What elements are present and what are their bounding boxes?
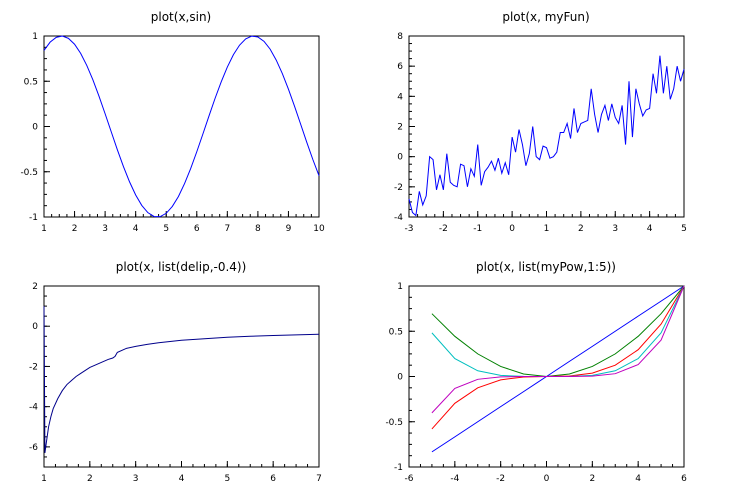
subplot-delip-series-line-1 <box>43 306 320 453</box>
subplot-myfun-x-tick-label: -1 <box>473 224 482 234</box>
subplot-myfun-series-line-1 <box>408 55 685 217</box>
subplot-sin-y-tick-label: 0.5 <box>24 77 38 87</box>
subplot-delip-x-tick-label: 1 <box>41 474 47 484</box>
subplot-myfun-x-tick-label: 4 <box>647 224 653 234</box>
subplot-sin-title: plot(x,sin) <box>151 10 211 24</box>
subplot-myfun-y-tick-label: 6 <box>397 62 403 72</box>
subplot-sin-y-tick-label: -0.5 <box>20 168 38 178</box>
subplot-sin-x-tick-label: 6 <box>194 224 200 234</box>
subplot-mypow-y-tick-label: -0.5 <box>385 418 403 428</box>
subplot-delip-x-tick-label: 4 <box>179 474 185 484</box>
subplot-myfun-y-tick-label: -2 <box>394 183 403 193</box>
subplot-myfun-x-tick-label: 3 <box>612 224 618 234</box>
subplot-myfun-plot-frame <box>408 35 685 218</box>
subplot-delip-x-tick-label: 6 <box>270 474 276 484</box>
subplot-myfun-x-tick-label: 5 <box>681 224 687 234</box>
subplot-mypow-y-tick-label: 1 <box>397 282 403 292</box>
subplot-myfun-x-tick-label: -3 <box>405 224 414 234</box>
subplot-sin-x-tick-label: 7 <box>224 224 230 234</box>
subplot-mypow-series-line-5 <box>431 285 685 414</box>
subplot-sin-series-line-1 <box>43 35 320 218</box>
subplot-mypow-x-tick-label: -2 <box>496 474 505 484</box>
subplot-mypow-x-tick-label: 0 <box>544 474 550 484</box>
subplot-delip-y-tick-label: 0 <box>32 322 38 332</box>
subplot-mypow-y-tick-label: 0 <box>397 373 403 383</box>
subplot-delip-plot-frame <box>43 285 320 468</box>
subplot-mypow-series-line-4 <box>431 285 685 378</box>
subplot-sin-x-tick-label: 8 <box>255 224 261 234</box>
subplot-mypow-series-line-1 <box>431 285 685 453</box>
subplot-mypow-y-tick-label: -1 <box>394 463 403 473</box>
subplot-mypow-series-line-3 <box>431 285 685 430</box>
subplot-myfun-y-tick-label: 4 <box>397 92 403 102</box>
subplot-mypow-y-tick-label: 0.5 <box>389 327 403 337</box>
subplot-delip-x-tick-label: 3 <box>133 474 139 484</box>
subplot-delip-y-tick-label: -4 <box>29 403 38 413</box>
subplot-sin-x-tick-label: 5 <box>163 224 169 234</box>
subplot-mypow-title: plot(x, list(myPow,1:5)) <box>476 260 616 274</box>
subplot-mypow-x-tick-label: 6 <box>681 474 687 484</box>
subplot-delip-x-tick-label: 5 <box>224 474 230 484</box>
subplot-sin-x-tick-label: 10 <box>313 224 325 234</box>
subplot-sin: plot(x,sin) 1 2 3 4 5 6 7 8 9 10 -1 -0.5 0 0.5 1 <box>20 10 325 234</box>
subplot-myfun-x-tick-label: 0 <box>509 224 515 234</box>
subplot-sin-y-tick-label: -1 <box>29 213 38 223</box>
subplot-mypow-x-tick-label: -4 <box>450 474 459 484</box>
subplot-delip-y-tick-label: 2 <box>32 282 38 292</box>
subplot-myfun-y-tick-label: 0 <box>397 153 403 163</box>
subplot-myfun-y-tick-label: -4 <box>394 213 403 223</box>
subplot-sin-x-tick-label: 2 <box>72 224 78 234</box>
subplot-delip-title: plot(x, list(delip,-0.4)) <box>116 260 247 274</box>
subplot-sin-x-tick-label: 3 <box>102 224 108 234</box>
subplot-myfun-title: plot(x, myFun) <box>502 10 589 24</box>
subplot-delip-x-tick-label: 2 <box>87 474 93 484</box>
subplot-myfun-x-tick-label: 2 <box>578 224 584 234</box>
subplot-mypow-x-tick-label: -6 <box>405 474 414 484</box>
subplot-sin-x-tick-label: 1 <box>41 224 47 234</box>
subplot-sin-x-tick-label: 9 <box>286 224 292 234</box>
subplot-delip-y-tick-label: -2 <box>29 362 38 372</box>
subplot-delip-y-tick-label: -6 <box>29 443 38 453</box>
subplot-mypow-x-tick-label: 4 <box>635 474 641 484</box>
subplot-mypow-series-line-2 <box>431 285 685 378</box>
subplot-myfun: plot(x, myFun) -3 -2 -1 0 1 2 3 4 5 -4 -2 0 2 4 6 8 <box>394 10 687 234</box>
subplot-mypow: plot(x, list(myPow,1:5)) -6 -4 -2 0 2 4 6 -1 -0.… <box>385 260 687 484</box>
subplot-sin-x-tick-label: 4 <box>133 224 139 234</box>
subplot-sin-y-tick-label: 0 <box>32 123 38 133</box>
subplot-myfun-y-tick-label: 2 <box>397 123 403 133</box>
subplot-delip-x-tick-label: 7 <box>316 474 322 484</box>
subplot-myfun-y-tick-label: 8 <box>397 32 403 42</box>
subplot-sin-y-tick-label: 1 <box>32 32 38 42</box>
subplot-myfun-x-tick-label: -2 <box>439 224 448 234</box>
subplot-delip: plot(x, list(delip,-0.4)) 1 2 3 4 5 6 7 -6 -4 -2 0… <box>29 260 322 484</box>
subplot-mypow-x-tick-label: 2 <box>589 474 595 484</box>
subplot-myfun-x-tick-label: 1 <box>544 224 550 234</box>
